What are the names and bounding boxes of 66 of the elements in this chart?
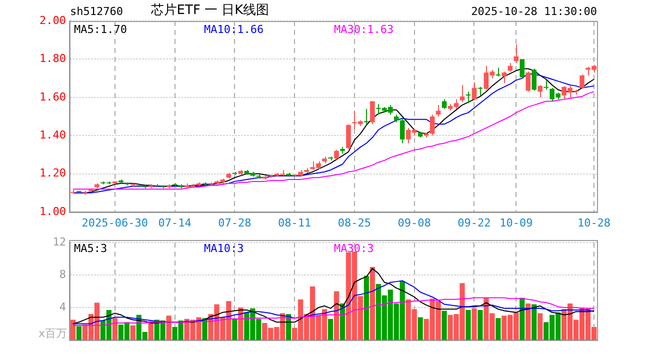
- candlestick: [538, 84, 543, 98]
- candlestick: [430, 114, 435, 136]
- candlestick: [460, 84, 465, 103]
- bar: [520, 298, 525, 340]
- text: MA30:3: [334, 242, 374, 255]
- x-tick-label: 07-14: [158, 216, 192, 230]
- y-tick-label: 1.80: [40, 52, 66, 66]
- candlestick: [364, 108, 369, 125]
- y-tick-label: 1.40: [40, 128, 66, 142]
- bar: [232, 318, 238, 340]
- x-tick-label: 08-11: [278, 216, 312, 230]
- candlestick: [502, 71, 507, 84]
- chart-title: 芯片ETF 一 日K线图: [150, 3, 270, 19]
- bar: [202, 318, 208, 340]
- y-tick-label: 12: [52, 235, 66, 248]
- text: MA5:3: [74, 242, 108, 255]
- y-axis-title: x百万: [38, 327, 67, 340]
- candlestick: [334, 149, 339, 160]
- bar: [112, 318, 118, 340]
- candlestick: [346, 124, 351, 150]
- candlestick: [526, 71, 531, 92]
- bar: [538, 313, 543, 340]
- bar: [532, 304, 537, 340]
- bar: [478, 310, 483, 340]
- text: MA10:1.66: [204, 23, 264, 36]
- text: MA10:3: [204, 242, 244, 255]
- y-tick-label: 8: [59, 268, 66, 281]
- bar: [466, 310, 471, 340]
- candlestick: [472, 82, 477, 101]
- candlestick: [400, 118, 405, 144]
- bar: [418, 317, 423, 340]
- y-tick-label: 1.60: [40, 90, 66, 104]
- bar: [496, 318, 501, 340]
- text: MA30:1.63: [334, 23, 394, 36]
- x-tick-label: 10-28: [577, 216, 611, 230]
- bar: [472, 308, 477, 340]
- x-tick-label: 09-08: [398, 216, 431, 230]
- bar: [130, 325, 136, 340]
- x-tick-label: 08-25: [338, 216, 372, 230]
- y-tick-label: 2.00: [40, 14, 66, 27]
- x-tick-label: 10-09: [500, 216, 533, 230]
- candlestick: [466, 91, 471, 104]
- bar: [166, 316, 172, 340]
- candlestick: [520, 58, 525, 79]
- text: MA5:1.70: [74, 23, 127, 36]
- bar: [370, 266, 375, 340]
- candlestick: [580, 74, 584, 90]
- x-tick-label: 09-22: [458, 216, 491, 230]
- x-tick-label: 2025-06-30: [82, 216, 148, 230]
- bar: [526, 303, 531, 340]
- x-tick-label: 07-28: [218, 216, 252, 230]
- bar: [328, 318, 334, 340]
- candlestick: [370, 100, 375, 125]
- candlestick: [532, 68, 537, 92]
- bar: [334, 291, 340, 340]
- bar: [442, 310, 447, 340]
- bar: [364, 276, 369, 340]
- text: 2025-10-28 11:30:00: [471, 5, 597, 18]
- y-tick-label: 1.00: [40, 204, 66, 218]
- y-tick-label: 4: [59, 300, 66, 314]
- bar: [76, 326, 82, 340]
- text: sh512760: [70, 5, 123, 18]
- candlestick: [544, 80, 548, 90]
- bar: [70, 320, 76, 340]
- y-tick-label: 1.20: [40, 166, 66, 180]
- candlestick: [442, 98, 447, 110]
